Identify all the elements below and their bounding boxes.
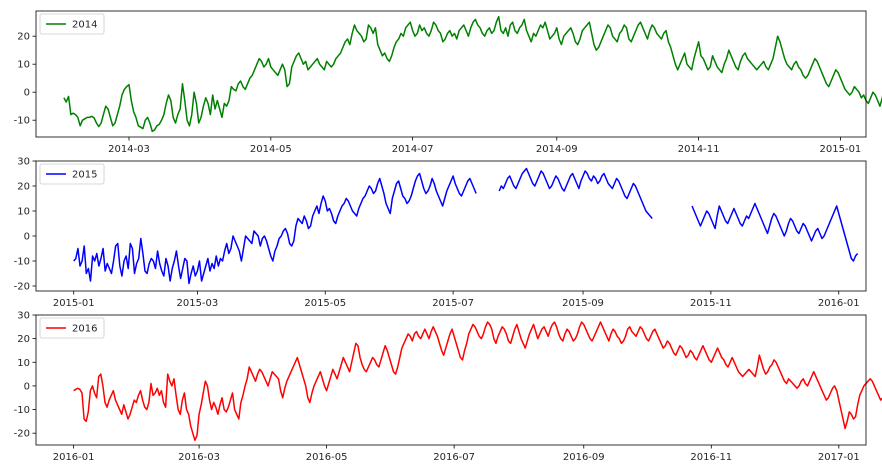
legend-label: 2014 <box>72 20 97 31</box>
series-line-2015 <box>73 167 859 285</box>
legend-label: 2015 <box>72 170 97 181</box>
x-tick-label: 2016-11 <box>690 452 732 463</box>
y-tick-label: -20 <box>14 429 30 440</box>
subplot-2015: 2015-01 2015-03 2015-05 2015-07 2015-09 2015-… <box>14 157 867 309</box>
x-tick-label: 2015-09 <box>562 298 604 309</box>
legend-box <box>39 317 105 339</box>
x-tick-label: 2014-09 <box>536 144 578 155</box>
series-line-2014 <box>63 15 882 133</box>
x-tick-label: 2016-03 <box>178 452 220 463</box>
axes-frame <box>35 314 867 446</box>
legend-box <box>39 163 105 185</box>
y-tick-label: 10 <box>17 60 30 71</box>
x-tick-label: 2015-03 <box>176 298 218 309</box>
y-tick-label: 20 <box>17 334 30 345</box>
y-tick-label: -10 <box>14 257 30 268</box>
y-tick-label: 0 <box>24 232 30 243</box>
legend: 2016 <box>39 317 105 339</box>
legend-box <box>39 13 105 35</box>
x-tick-label: 2017-01 <box>818 452 860 463</box>
legend: 2014 <box>39 13 105 35</box>
y-tick-label: 20 <box>17 182 30 193</box>
y-tick-label: -10 <box>14 405 30 416</box>
x-tick-label: 2015-01 <box>820 144 862 155</box>
y-tick-label: 10 <box>17 207 30 218</box>
x-tick-label: 2015-11 <box>690 298 732 309</box>
y-tick-label: 20 <box>17 32 30 43</box>
subplot-2016: 2016-01 2016-03 2016-05 2016-07 2016-09 2016-… <box>14 311 882 463</box>
x-tick-label: 2015-05 <box>304 298 346 309</box>
y-tick-label: 30 <box>17 157 30 168</box>
x-tick-label: 2015-01 <box>53 298 95 309</box>
y-tick-label: 30 <box>17 311 30 322</box>
y-tick-label: 10 <box>17 358 30 369</box>
x-tick-label: 2014-05 <box>250 144 292 155</box>
y-tick-label: 0 <box>24 381 30 392</box>
x-tick-label: 2016-05 <box>306 452 348 463</box>
x-tick-label: 2014-03 <box>108 144 150 155</box>
y-tick-label: -20 <box>14 282 30 293</box>
axes-frame <box>35 10 867 138</box>
y-tick-label: -10 <box>14 116 30 127</box>
subplot-2014: 2014-03 2014-05 2014-07 2014-09 2014-11 2015-… <box>14 10 882 155</box>
x-tick-label: 2016-01 <box>53 452 95 463</box>
series-line-2016 <box>73 321 882 442</box>
x-tick-label: 2016-01 <box>818 298 860 309</box>
x-tick-label: 2016-09 <box>563 452 605 463</box>
x-tick-label: 2014-11 <box>678 144 720 155</box>
axes-frame <box>35 160 867 292</box>
legend-label: 2016 <box>72 324 97 335</box>
legend: 2015 <box>39 163 105 185</box>
x-tick-label: 2015-07 <box>432 298 474 309</box>
x-tick-label: 2014-07 <box>392 144 434 155</box>
y-tick-label: 0 <box>24 88 30 99</box>
x-tick-label: 2016-07 <box>433 452 475 463</box>
